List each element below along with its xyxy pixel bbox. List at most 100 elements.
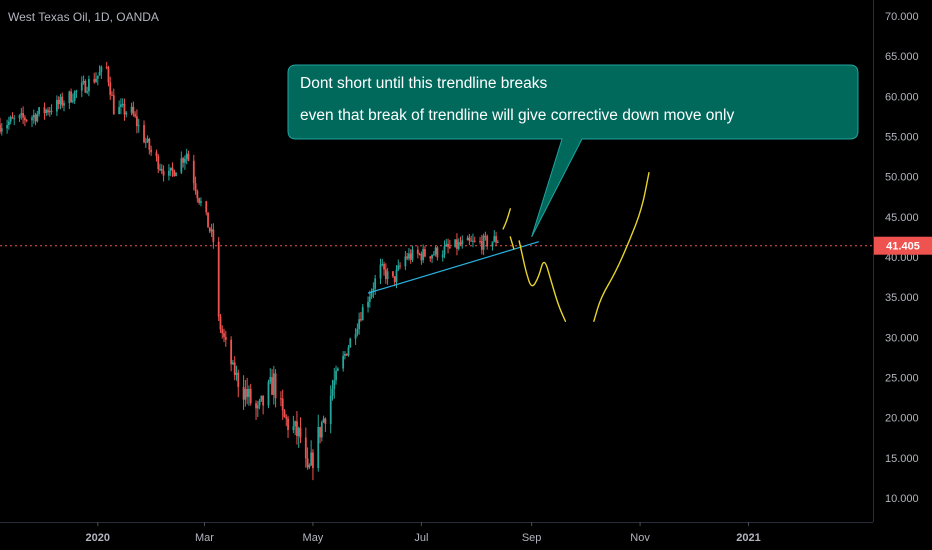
candle-body	[281, 398, 284, 411]
candle-body	[443, 246, 446, 255]
candle-body	[395, 269, 398, 283]
candle-body	[406, 256, 409, 259]
candle-body	[342, 355, 345, 369]
candle-body	[457, 242, 460, 249]
candle-body	[441, 254, 444, 258]
candle-body	[13, 118, 16, 120]
candle-body	[207, 212, 209, 228]
candle-body	[418, 253, 421, 255]
candle-body	[159, 168, 161, 170]
x-tick-label: 2020	[86, 532, 110, 544]
candle-body	[397, 265, 400, 270]
candle-body	[169, 167, 172, 171]
annotation-callout[interactable]: Dont short until this trendline breaks ev…	[287, 64, 859, 238]
price-tag-bg	[874, 236, 932, 255]
candle-body	[374, 278, 377, 289]
candle-body	[345, 353, 348, 356]
price-axis[interactable]: 70.000 65.000 60.000 55.000 50.000 45.000 40.0…	[885, 11, 919, 505]
candle-body	[285, 417, 288, 419]
candle-body	[82, 81, 85, 83]
candle-body	[296, 421, 298, 437]
candle-body	[434, 247, 437, 255]
candle-body	[310, 452, 313, 466]
candle-body	[448, 246, 451, 248]
candle-body	[55, 99, 58, 112]
y-tick-label: 70.000	[885, 11, 919, 23]
candle-body	[420, 253, 423, 261]
y-tick-label: 10.000	[885, 493, 919, 505]
candle-body	[123, 103, 126, 115]
candle-body	[370, 291, 373, 297]
candle-body	[230, 339, 233, 365]
candle-body	[217, 241, 220, 317]
projection-stroke	[518, 240, 567, 322]
y-tick-label: 35.000	[885, 292, 919, 304]
candle-body	[324, 418, 327, 424]
candle-body	[18, 115, 21, 119]
candle-body	[304, 437, 307, 459]
candle-body	[61, 96, 64, 106]
candle-body	[392, 271, 394, 277]
candle-body	[130, 106, 133, 113]
candle-body	[408, 253, 410, 259]
candle-body	[68, 91, 71, 104]
trendline[interactable]	[367, 241, 539, 294]
candle-body	[88, 79, 90, 92]
candle-body	[317, 427, 320, 469]
candle-body	[491, 241, 494, 247]
candle-body	[486, 236, 489, 247]
candle-body	[329, 395, 332, 424]
candle-body	[93, 79, 96, 83]
candle-body	[182, 158, 185, 163]
candle-body	[162, 170, 165, 176]
candle-body	[445, 243, 448, 247]
candle-body	[482, 235, 485, 250]
candle-body	[349, 338, 352, 348]
candle-body	[248, 388, 250, 397]
candle-body	[312, 452, 314, 469]
chart-title: West Texas Oil, 1D, OANDA	[8, 10, 159, 24]
candle-body	[57, 99, 60, 105]
candle-body	[272, 373, 275, 395]
candle-body	[155, 152, 158, 157]
candle-body	[461, 240, 464, 245]
candle-body	[470, 240, 473, 242]
candle-body	[210, 229, 213, 232]
candle-body	[173, 170, 176, 177]
candle-body	[120, 104, 122, 107]
candle-body	[404, 256, 407, 267]
candle-body	[347, 347, 350, 356]
candle-body	[468, 237, 471, 241]
candle-body	[354, 334, 357, 339]
candle-body	[356, 328, 359, 335]
candle-body	[180, 158, 183, 173]
candle-body	[34, 114, 37, 122]
candle-body	[255, 403, 257, 409]
candle-body	[292, 426, 295, 431]
candle-body	[84, 81, 87, 93]
candle-body	[360, 319, 362, 321]
time-axis[interactable]: 2020 Mar May Jul Sep Nov 2021	[86, 522, 761, 544]
y-tick-label: 25.000	[885, 372, 919, 384]
candle-body	[185, 153, 188, 159]
candle-body	[118, 106, 121, 115]
candle-body	[192, 160, 195, 184]
candle-body	[361, 307, 364, 321]
candle-body	[459, 242, 462, 245]
candle-body	[6, 125, 9, 129]
candle-body	[184, 158, 186, 163]
x-tick-label: Sep	[522, 532, 542, 544]
candle-body	[249, 388, 252, 404]
candle-body	[9, 117, 12, 122]
candle-body	[157, 156, 160, 170]
candle-body	[219, 316, 222, 330]
x-tick-label: Jul	[414, 532, 428, 544]
candle-body	[98, 72, 101, 76]
candle-body	[70, 91, 73, 102]
candle-body	[386, 271, 389, 280]
candle-body	[472, 240, 474, 242]
candle-body	[344, 353, 346, 356]
candle-body	[473, 240, 476, 242]
candle-body	[411, 249, 414, 260]
